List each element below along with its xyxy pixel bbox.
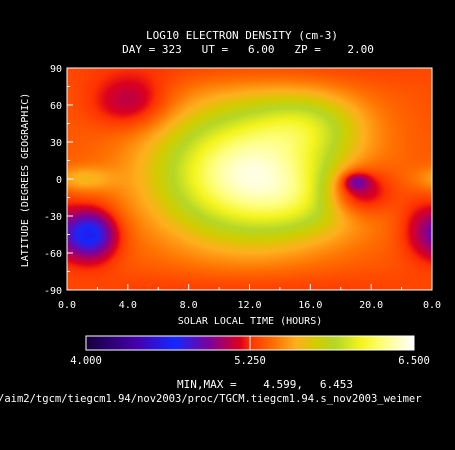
y-tick-label: -30: [44, 212, 62, 223]
chart-subtitle: DAY = 323 UT = 6.00 ZP = 2.00: [122, 43, 374, 56]
chart-title: LOG10 ELECTRON DENSITY (cm-3): [146, 29, 338, 42]
x-tick-label: 0.0: [423, 300, 441, 311]
density-heatmap: [67, 68, 432, 290]
y-axis-label: LATITUDE (DEGREES GEOGRAPHIC): [20, 93, 31, 268]
y-tick-label: 60: [50, 101, 62, 112]
x-tick-label: 16.0: [298, 300, 322, 311]
y-tick-label: 90: [50, 64, 62, 75]
x-tick-label: 4.0: [119, 300, 137, 311]
minmax-label: MIN,MAX =: [177, 378, 237, 391]
y-tick-label: 30: [50, 138, 62, 149]
x-axis-label: SOLAR LOCAL TIME (HOURS): [178, 316, 323, 327]
x-tick-label: 8.0: [180, 300, 198, 311]
footer-path: /aim2/tgcm/tiegcm1.94/nov2003/proc/TGCM.…: [0, 393, 422, 405]
colorbar-max-label: 6.500: [398, 355, 430, 367]
y-tick-label: -60: [44, 249, 62, 260]
colorbar-mid-label: 5.250: [234, 355, 266, 367]
y-tick-label: 0: [56, 175, 62, 186]
y-axis: -90 -60 -30 0 30 60 90: [44, 64, 73, 297]
max-value: 6.453: [320, 378, 353, 391]
colorbar-min-label: 4.000: [70, 355, 102, 367]
y-tick-label: -90: [44, 286, 62, 297]
min-value: 4.599,: [263, 378, 303, 391]
x-axis: 0.0 4.0 8.0 12.0 16.0 20.0 0.0: [58, 284, 441, 311]
x-tick-label: 12.0: [237, 300, 261, 311]
x-tick-label: 20.0: [359, 300, 383, 311]
x-tick-label: 0.0: [58, 300, 76, 311]
